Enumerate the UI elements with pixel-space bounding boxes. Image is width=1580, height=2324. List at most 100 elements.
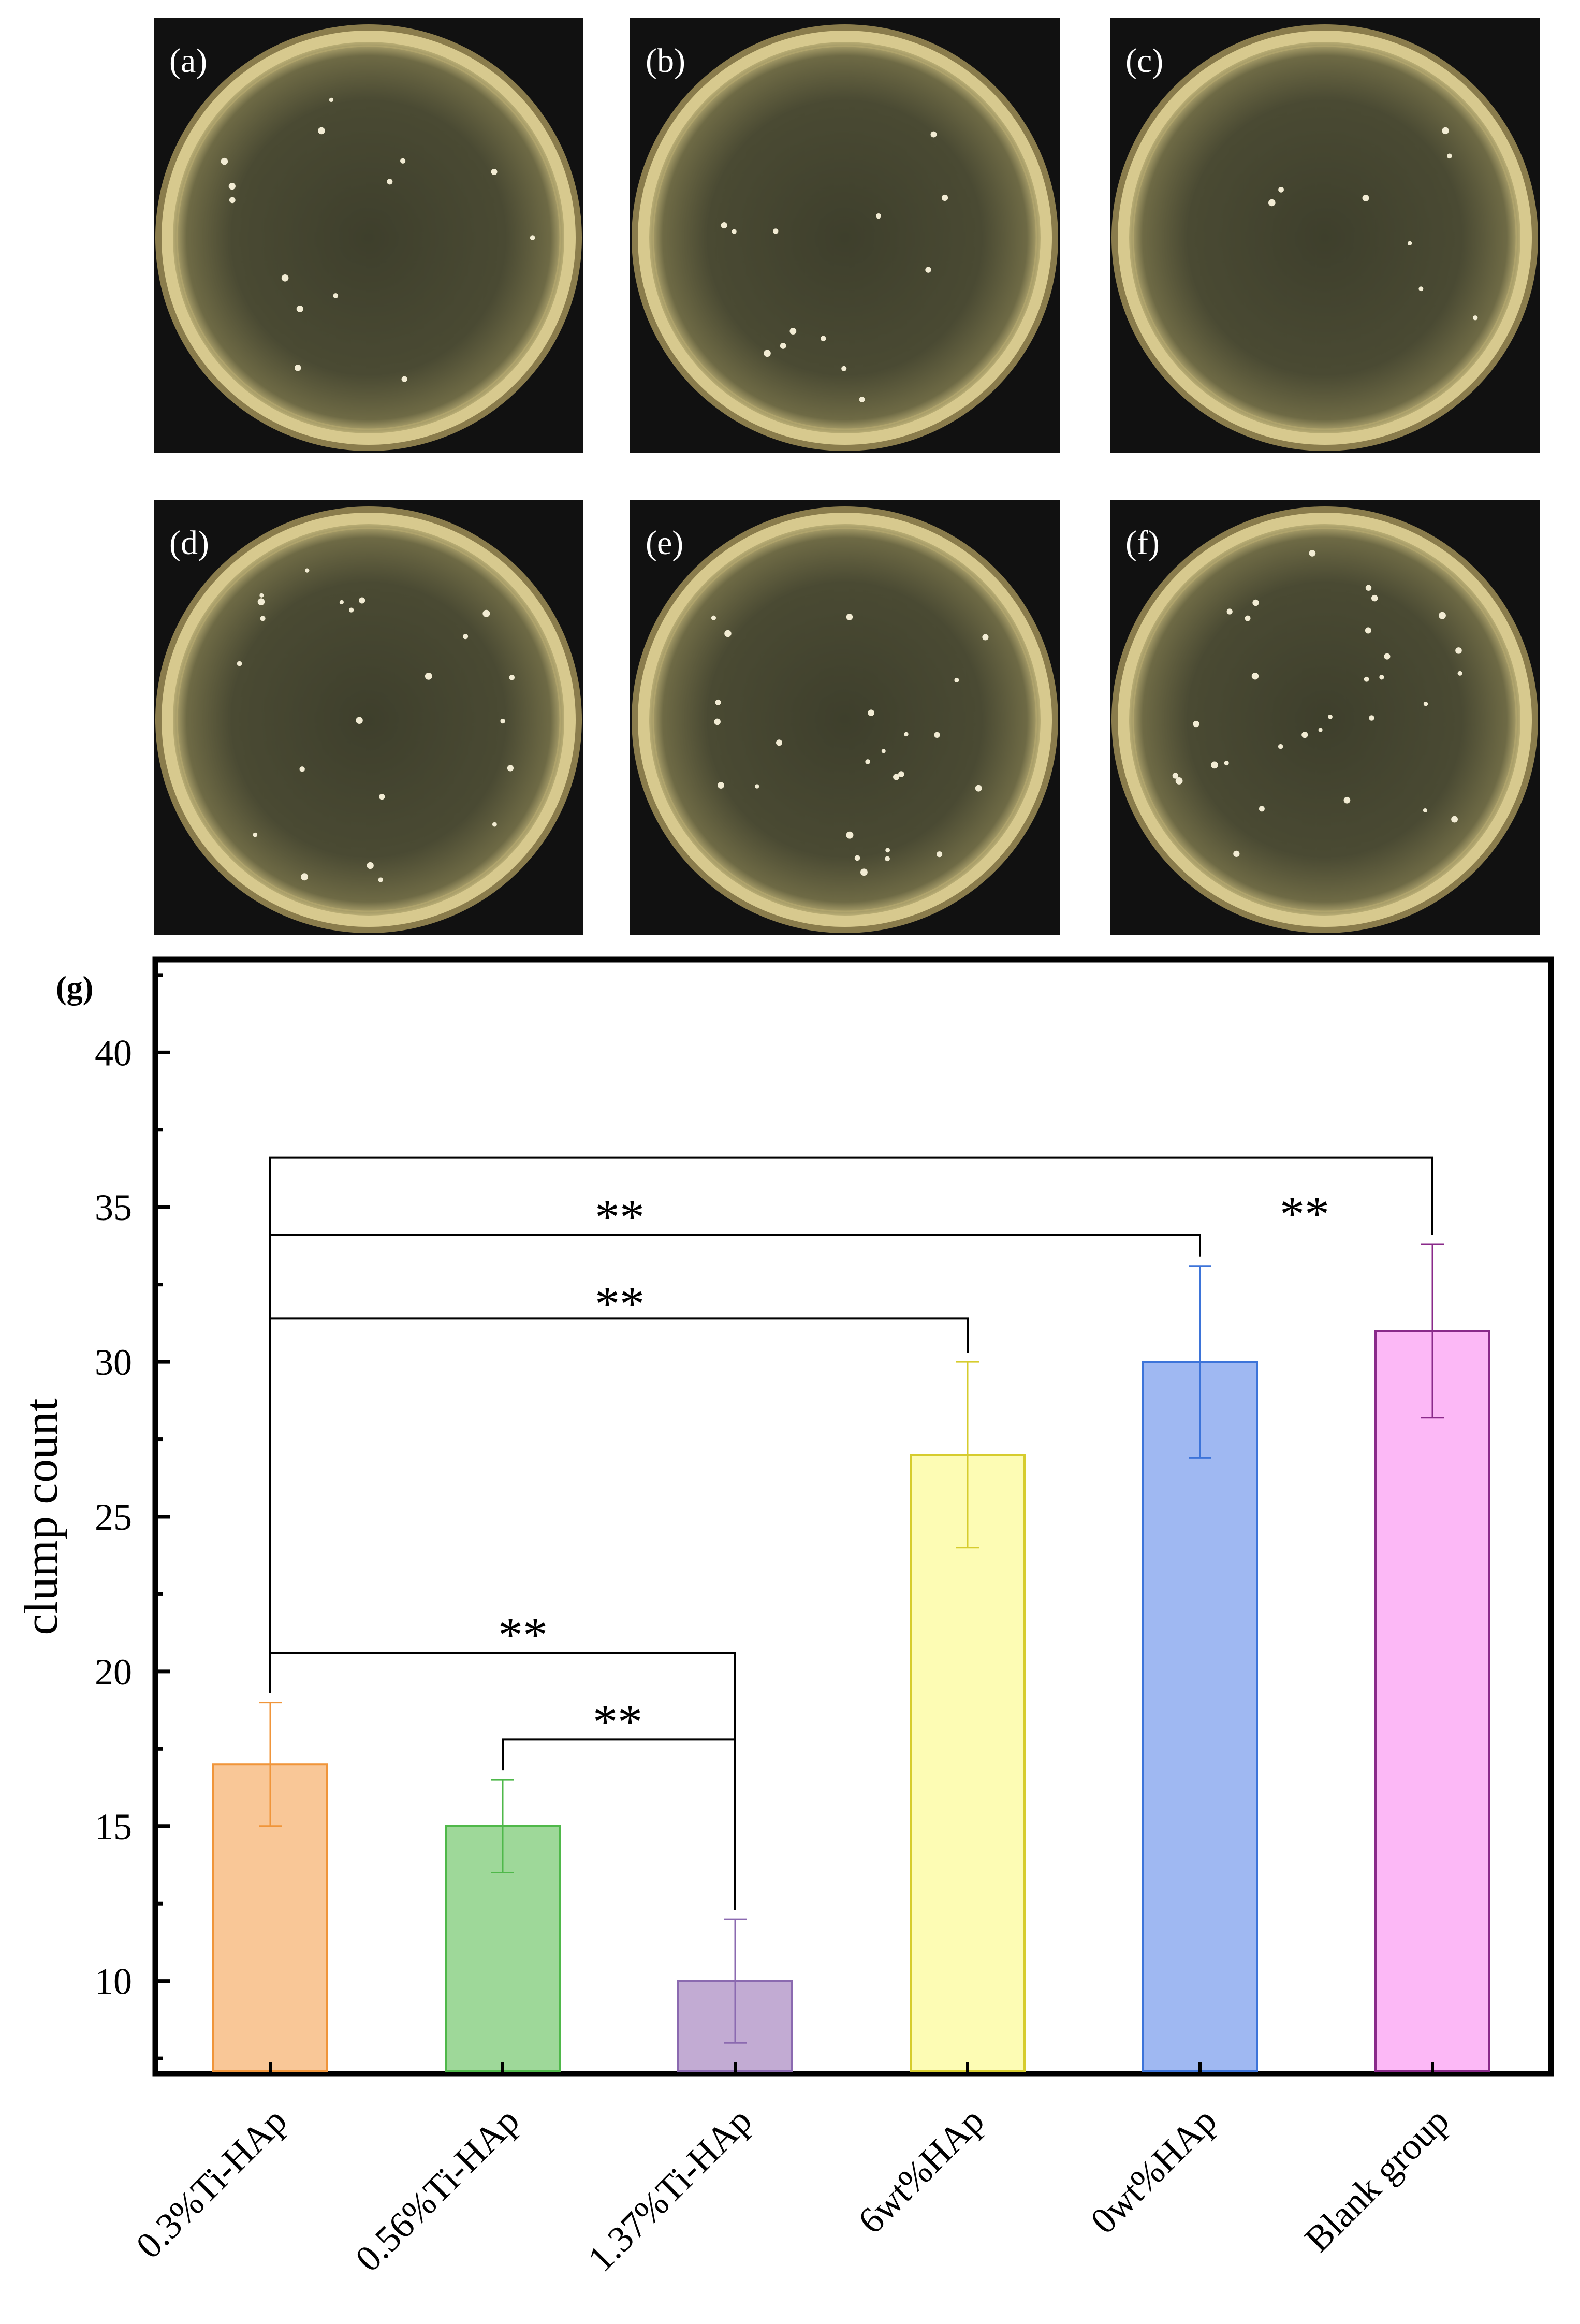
colony-dot [229,197,236,204]
colony-dot [1365,585,1372,591]
colony-dot [1407,241,1412,246]
colony-dot [885,856,890,862]
colony-dot [356,717,363,724]
colony-dot [859,397,865,402]
colony-dot [530,235,535,240]
colony-dot [1384,653,1391,660]
agar-surface [649,42,1041,433]
significance-bracket [502,1738,736,1910]
y-tick-label: 10 [95,1961,132,2002]
colony-dot [500,718,505,724]
colony-dot [1451,816,1458,823]
colony-dot [1224,760,1229,766]
colony-dot [329,97,334,103]
colony-dot [854,855,860,861]
colony-dot [1423,808,1427,813]
y-tick-label: 25 [95,1497,132,1538]
colony-dot [755,784,759,789]
colony-dot [1418,286,1424,292]
colony-dot [930,131,937,138]
colony-dot [387,179,393,185]
photo-label: (e) [646,524,683,562]
colony-dot [1442,127,1449,135]
colony-dot [875,213,882,219]
colony-dot [367,862,374,869]
colony-dot [1193,720,1199,728]
colony-dot [732,229,737,234]
colony-dot [509,674,515,680]
colony-dot [296,305,303,312]
colony-dot [1172,773,1179,779]
agar-surface [1129,42,1520,433]
significance-bracket [269,1234,1201,1693]
colony-dot [820,336,826,342]
x-tick-label: 0.3%Ti-HAp [128,2100,295,2267]
colony-dot [492,822,497,827]
colony-dot [898,771,904,777]
colony-dot [1278,744,1283,749]
colony-dot [1226,608,1233,615]
colony-dot [425,672,432,680]
colony-dot [1423,701,1428,706]
dish-inner-ring [1132,527,1517,912]
bar-chart: 10 15 20 25 30 35 40 clump count (g) 0.3%Ti-HAp 0.… [14,956,1554,2279]
dish-inner-ring [652,527,1037,912]
colony-dot [975,785,982,792]
colony-dot [773,228,779,234]
petri-dish-photo: (e) [630,500,1060,935]
colony-dot [1259,806,1265,812]
panel-label: (g) [56,970,93,1006]
plot-frame [152,956,1554,2077]
agar-surface [173,524,564,916]
dish-inner-ring [652,45,1037,430]
colony-dot [721,222,727,229]
colony-dot [846,831,854,839]
colony-dot [299,766,305,772]
significance-bracket [269,1317,969,1693]
photo-label: (b) [646,42,685,80]
colony-dot [954,677,959,682]
colony-dot [1318,728,1323,732]
colony-dot [401,376,407,382]
colony-dot [1473,315,1478,321]
colony-dot [294,365,301,371]
colony-dot [711,615,716,620]
colony-dot [715,699,721,705]
colony-dot [260,616,266,621]
colony-dot [934,732,940,738]
dish-inner-ring [176,45,561,430]
colony-dot [1379,675,1384,680]
colony-dot [259,593,264,598]
colony-dot [1455,647,1462,654]
colony-dot [318,127,325,135]
photo-label: (f) [1125,524,1160,562]
colony-dot [301,873,309,881]
colony-dot [885,848,890,853]
bar [1142,1361,1258,2072]
colony-dot [1252,599,1259,606]
y-tick-label: 20 [95,1651,132,1693]
colony-dot [281,274,289,282]
y-tick-label: 15 [95,1806,132,1848]
colony-dot [1457,671,1462,676]
significance-label: ** [593,1694,642,1750]
colony-dot [1362,195,1369,201]
colony-dot [846,614,853,620]
y-tick-label: 35 [95,1187,132,1228]
colony-dot [228,182,236,190]
colony-dot [221,157,228,165]
colony-dot [893,774,900,780]
x-tick-label: 0wt%HAp [1082,2100,1224,2242]
colony-dot [1371,594,1378,602]
colony-dot [860,868,868,876]
colony-dot [253,832,258,837]
colony-dot [1268,199,1276,207]
colony-dot [1447,153,1452,159]
colony-dot [764,350,771,357]
petri-dish-photo: (a) [154,18,583,453]
agar-surface [173,42,564,433]
colony-dot [257,598,265,605]
colony-dot [1364,676,1369,682]
colony-dot [339,600,344,605]
